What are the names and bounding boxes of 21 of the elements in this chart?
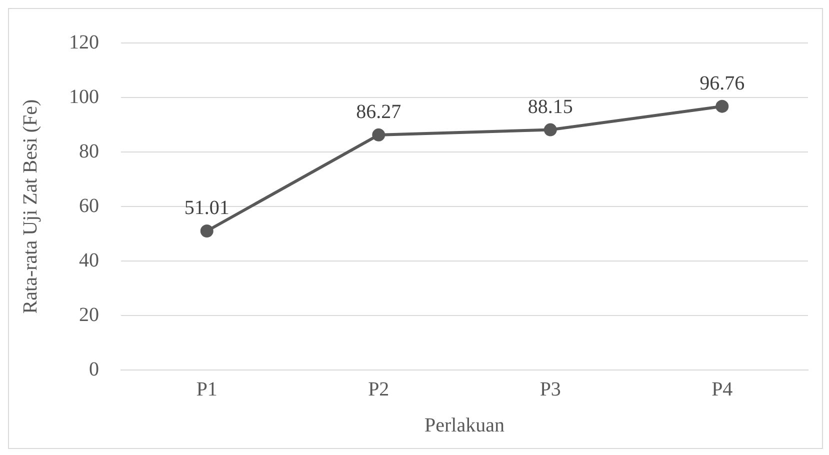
point [544, 123, 557, 136]
point [716, 100, 729, 113]
y-tick-label: 40 [79, 249, 99, 272]
data-label: 86.27 [356, 101, 402, 124]
y-tick-label: 100 [69, 86, 99, 108]
x-axis-title: Perlakuan [424, 414, 504, 436]
data-label: 96.76 [700, 72, 745, 95]
data-label: 51.01 [184, 197, 230, 220]
y-tick-label: 120 [69, 31, 99, 54]
y-tick-label: 0 [89, 358, 99, 380]
point [200, 224, 214, 238]
point [372, 128, 386, 142]
x-tick-label: P4 [712, 378, 733, 400]
y-axis-title: Rata-rata Uji Zat Besi (Fe) [19, 99, 42, 314]
data-label: 88.15 [528, 96, 573, 118]
x-tick-label: P3 [540, 378, 561, 400]
y-tick-label: 80 [79, 140, 99, 162]
y-tick-label: 60 [79, 194, 99, 217]
x-tick-label: P2 [368, 378, 390, 400]
y-tick-label: 20 [79, 304, 99, 326]
x-tick-label: P1 [196, 378, 218, 400]
